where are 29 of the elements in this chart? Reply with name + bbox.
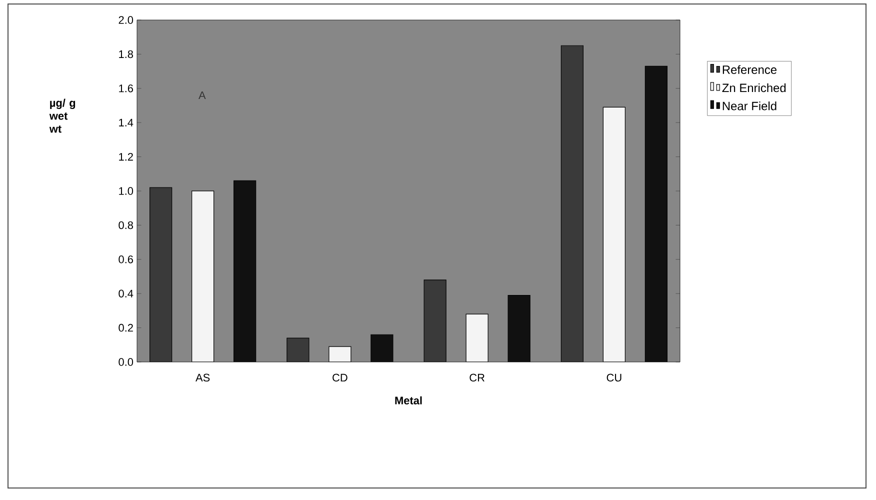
y-tick-label: 1.2: [119, 152, 133, 161]
y-tick-label: 0.6: [118, 256, 134, 264]
x-axis-title: Metal: [395, 396, 422, 404]
bar: [602, 106, 626, 362]
x-tick-label: CD: [332, 374, 348, 382]
y-tick-label: 0.2: [118, 324, 133, 332]
bar: [466, 314, 488, 362]
annotation: A: [198, 91, 206, 99]
y-tick-label: 0.8: [118, 221, 134, 230]
y-tick-label: 1.4: [119, 118, 134, 126]
bar: [644, 66, 668, 362]
y-tick-label: 1.6: [119, 84, 134, 92]
y-tick-label: 0.0: [118, 358, 134, 366]
y-axis-title: µg/ g wet wt: [49, 98, 76, 133]
x-tick-label: CR: [470, 374, 484, 382]
x-tick-label: AS: [196, 374, 210, 382]
legend-label: Reference: [722, 65, 777, 74]
y-tick-label: 1.8: [119, 50, 134, 58]
x-tick-label: CU: [606, 374, 622, 382]
bar: [328, 346, 352, 362]
legend-label: Zn Enriched: [722, 83, 786, 92]
bar: [192, 190, 214, 362]
legend-label: Near Field: [722, 101, 776, 110]
y-tick-label: 1.0: [119, 187, 134, 195]
bar: [508, 294, 530, 362]
y-tick-label: 0.4: [118, 290, 134, 298]
bar: [370, 334, 394, 362]
bar: [234, 180, 256, 362]
y-tick-label: 2.0: [118, 16, 134, 24]
